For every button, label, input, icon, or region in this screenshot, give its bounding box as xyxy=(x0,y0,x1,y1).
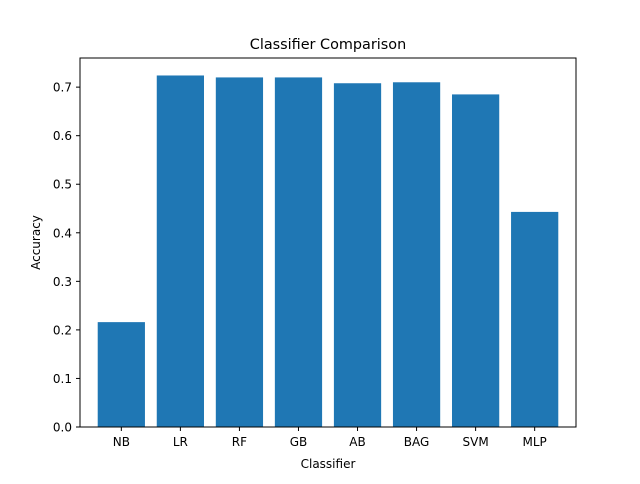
y-tick-label: 0.6 xyxy=(53,129,72,143)
x-tick-label: SVM xyxy=(463,435,489,449)
y-tick-label: 0.3 xyxy=(53,275,72,289)
x-tick-label: NB xyxy=(113,435,130,449)
bar-mlp xyxy=(511,211,559,427)
x-tick-label: AB xyxy=(349,435,365,449)
y-axis-label: Accuracy xyxy=(29,215,43,270)
x-axis-label: Classifier xyxy=(301,457,356,471)
bar-rf xyxy=(215,77,264,428)
x-tick-label: RF xyxy=(232,435,247,449)
x-tick-label: LR xyxy=(173,435,188,449)
x-tick-label: GB xyxy=(290,435,308,449)
plot-area xyxy=(97,75,559,428)
bar-bag xyxy=(392,82,441,427)
axes-frame xyxy=(79,57,577,428)
y-tick-label: 0.1 xyxy=(53,372,72,386)
y-axis: 0.0 0.1 0.2 0.3 0.4 0.5 0.6 0.7 xyxy=(53,81,80,435)
y-tick-label: 0.2 xyxy=(53,323,72,337)
bar-nb xyxy=(97,322,145,427)
y-tick-label: 0.4 xyxy=(53,226,72,240)
y-tick-label: 0.5 xyxy=(53,178,72,192)
bar-ab xyxy=(333,83,382,427)
bar-svm xyxy=(452,94,500,427)
x-tick-label: BAG xyxy=(404,435,430,449)
y-tick-label: 0.0 xyxy=(53,421,72,435)
x-axis: NB LR RF GB AB BAG SVM MLP xyxy=(113,427,547,449)
bar-gb xyxy=(274,77,323,428)
chart-title: Classifier Comparison xyxy=(250,37,406,53)
bar-lr xyxy=(156,75,204,427)
y-tick-label: 0.7 xyxy=(53,81,72,95)
x-tick-label: MLP xyxy=(523,435,547,449)
